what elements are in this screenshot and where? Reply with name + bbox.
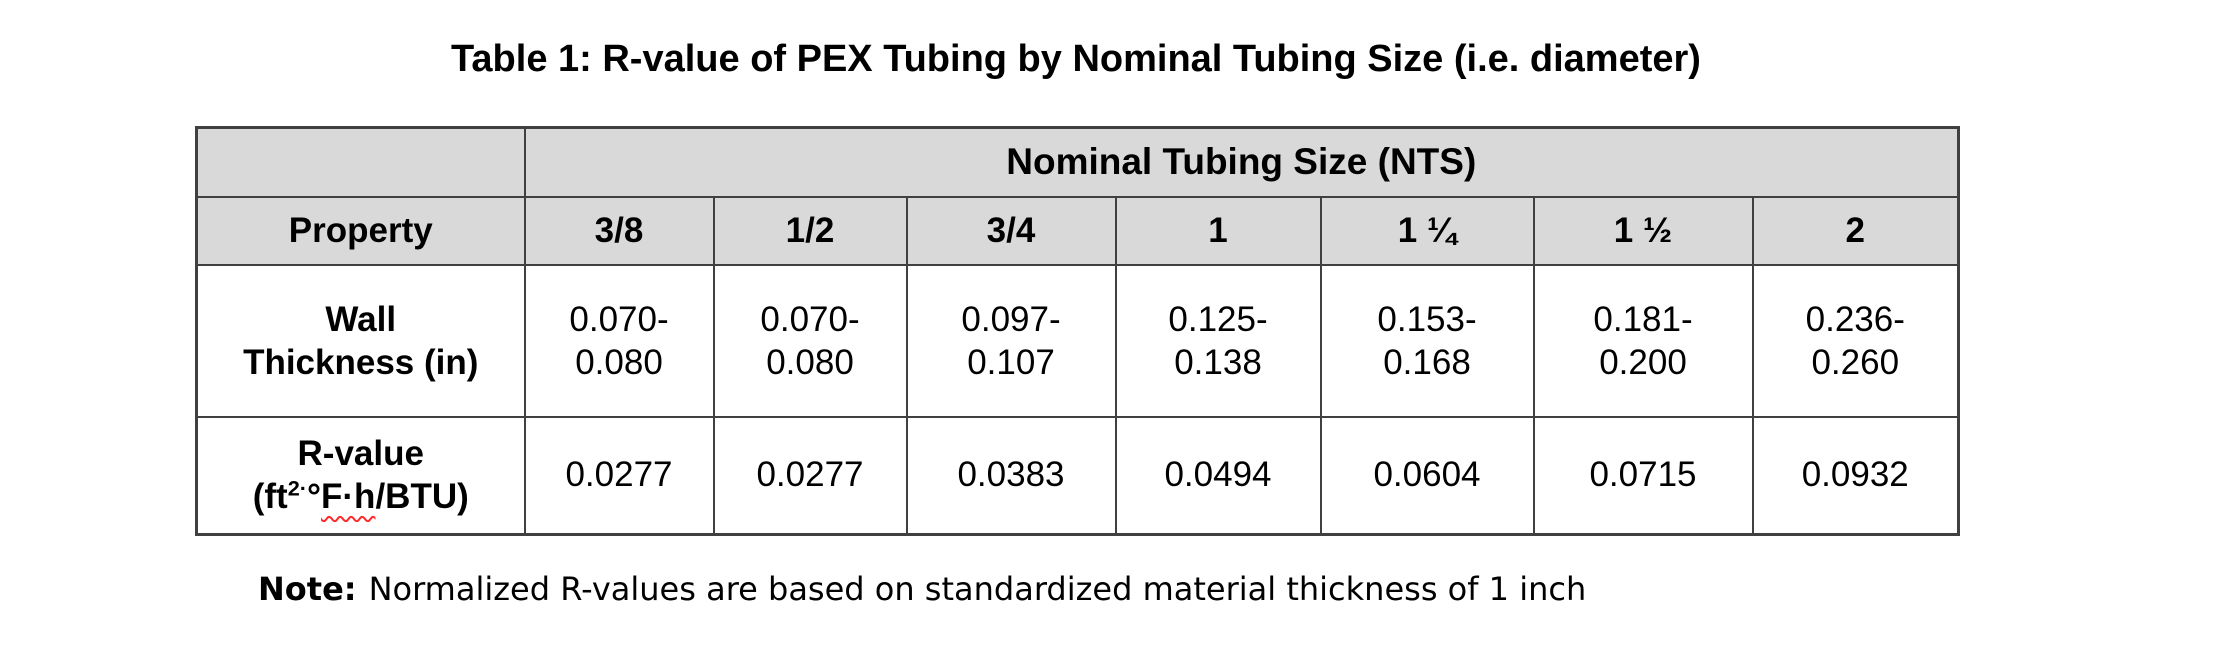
- footnote-text: Normalized R-values are based on standar…: [368, 570, 1587, 608]
- r-value-cell: 0.0715: [1532, 415, 1754, 536]
- r-value-row: R-value (ft2·°F·h/BTU) 0.0277 0.0277 0.0…: [195, 415, 1960, 536]
- size-header-cell: 3/4: [905, 195, 1117, 266]
- wall-thickness-label-cell: Wall Thickness (in): [195, 263, 526, 418]
- unit-degree: °: [307, 477, 322, 517]
- unit-spellcheck-flagged: F·h: [321, 477, 376, 517]
- r-value-cell: 0.0277: [523, 415, 715, 536]
- r-value-cell: 0.0604: [1319, 415, 1535, 536]
- r-value-cell: 0.0494: [1114, 415, 1322, 536]
- table-title: Table 1: R-value of PEX Tubing by Nomina…: [451, 38, 1701, 80]
- unit-open: (ft: [252, 477, 288, 517]
- wall-thickness-value-cell: 0.097- 0.107: [905, 263, 1117, 418]
- footnote-label: Note:: [258, 570, 357, 608]
- wall-thickness-value-cell: 0.070- 0.080: [523, 263, 715, 418]
- property-header-cell: Property: [195, 195, 526, 266]
- r-value-cell: 0.0932: [1751, 415, 1960, 536]
- unit-close: /BTU): [375, 477, 469, 517]
- unit-superscript: 2·: [287, 475, 308, 501]
- size-header-cell: 1/2: [712, 195, 908, 266]
- wall-thickness-value-cell: 0.236- 0.260: [1751, 263, 1960, 418]
- group-header-row: Nominal Tubing Size (NTS): [195, 126, 1960, 198]
- size-header-cell: 2: [1751, 195, 1960, 266]
- wall-thickness-value-cell: 0.125- 0.138: [1114, 263, 1322, 418]
- wall-thickness-value-cell: 0.070- 0.080: [712, 263, 908, 418]
- size-header-cell: 1 ½: [1532, 195, 1754, 266]
- r-value-cell: 0.0383: [905, 415, 1117, 536]
- pex-rvalue-table: Nominal Tubing Size (NTS) Property 3/8 1…: [195, 126, 1961, 536]
- size-header-cell: 1: [1114, 195, 1322, 266]
- r-value-unit-line: (ft2·°F·h/BTU): [199, 475, 523, 518]
- r-value-label-line1: R-value: [297, 434, 424, 474]
- column-header-row: Property 3/8 1/2 3/4 1 1 ¼ 1 ½ 2: [195, 195, 1960, 266]
- size-header-cell: 1 ¼: [1319, 195, 1535, 266]
- footnote: Note: Normalized R-values are based on st…: [258, 568, 1586, 610]
- size-header-cell: 3/8: [523, 195, 715, 266]
- wall-thickness-value-cell: 0.181- 0.200: [1532, 263, 1754, 418]
- wall-thickness-value-cell: 0.153- 0.168: [1319, 263, 1535, 418]
- wall-thickness-row: Wall Thickness (in) 0.070- 0.080 0.070- …: [195, 263, 1960, 418]
- r-value-cell: 0.0277: [712, 415, 908, 536]
- corner-cell: [195, 126, 526, 198]
- group-header-cell: Nominal Tubing Size (NTS): [523, 126, 1960, 198]
- r-value-label-cell: R-value (ft2·°F·h/BTU): [195, 415, 526, 536]
